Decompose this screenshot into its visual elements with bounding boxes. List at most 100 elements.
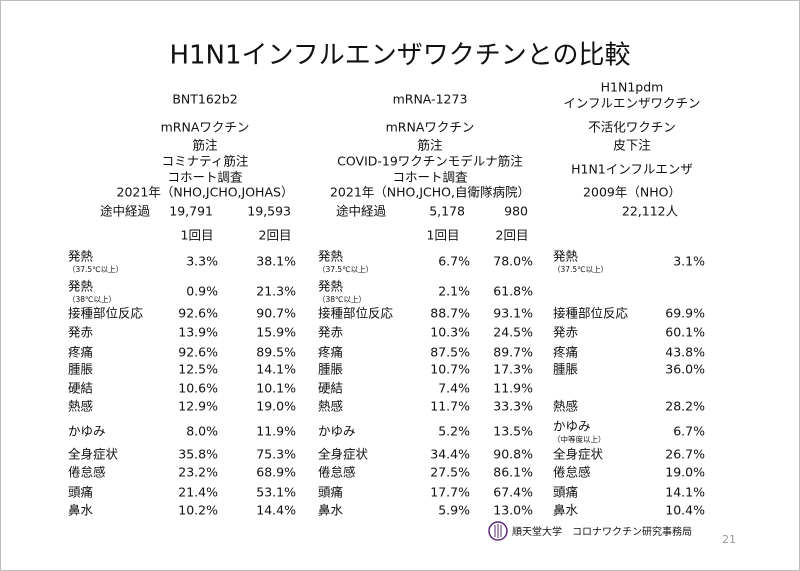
row-label: 接種部位反応 xyxy=(553,306,629,321)
column-header: 筋注 xyxy=(192,138,218,153)
row-value: 89.5% xyxy=(256,345,296,360)
row-value: 93.1% xyxy=(493,306,533,321)
row-value: 90.8% xyxy=(493,447,533,462)
row-value: 19.0% xyxy=(665,465,705,480)
row-value: 60.1% xyxy=(665,325,705,340)
dose-label: 1回目 xyxy=(181,228,214,243)
row-label: 頭痛 xyxy=(553,485,578,500)
row-value: 14.1% xyxy=(256,362,296,377)
row-value: 2.1% xyxy=(438,284,470,299)
row-note: （38℃以上） xyxy=(68,295,116,304)
row-value: 15.9% xyxy=(256,325,296,340)
row-label: 熱感 xyxy=(318,399,343,414)
row-value: 10.6% xyxy=(178,381,218,396)
row-label: 鼻水 xyxy=(68,503,94,518)
row-value: 7.4% xyxy=(438,381,470,396)
row-value: 26.7% xyxy=(665,447,705,462)
row-value: 28.2% xyxy=(665,399,705,414)
row-value: 0.9% xyxy=(186,284,218,299)
row-label: かゆみ xyxy=(318,424,356,439)
row-label: 熱感 xyxy=(553,399,578,414)
row-label: 全身症状 xyxy=(318,447,369,462)
row-value: 21.3% xyxy=(256,284,296,299)
row-value: 24.5% xyxy=(493,325,533,340)
row-label: 疼痛 xyxy=(68,345,93,360)
dose-label: 2回目 xyxy=(259,228,292,243)
row-value: 14.1% xyxy=(665,485,705,500)
row-label: 全身症状 xyxy=(68,447,119,462)
row-label: 発熱 xyxy=(318,279,344,294)
row-note: （37.5℃以上） xyxy=(553,265,608,274)
row-value: 12.9% xyxy=(178,399,218,414)
column-header: H1N1pdm xyxy=(601,80,664,95)
row-value: 10.3% xyxy=(430,325,470,340)
column-header: 2009年（NHO） xyxy=(583,185,681,200)
row-label: 発熱 xyxy=(68,249,94,264)
interim-label: 途中経過 xyxy=(336,204,387,219)
row-value: 11.9% xyxy=(493,381,533,396)
row-label: 発赤 xyxy=(553,325,578,340)
column-header: 2021年（NHO,JCHO,自衛隊病院） xyxy=(330,185,530,200)
row-value: 11.9% xyxy=(256,424,296,439)
row-value: 92.6% xyxy=(178,345,218,360)
row-note: （37.5℃以上） xyxy=(68,265,123,274)
row-value: 68.9% xyxy=(256,465,296,480)
row-note: （38℃以上） xyxy=(318,295,366,304)
row-value: 8.0% xyxy=(186,424,218,439)
row-value: 10.2% xyxy=(178,503,218,518)
row-label: 発熱 xyxy=(318,249,344,264)
row-value: 90.7% xyxy=(256,306,296,321)
row-value: 53.1% xyxy=(256,485,296,500)
column-header: BNT162b2 xyxy=(172,92,237,107)
row-label: かゆみ xyxy=(68,424,106,439)
column-header: mRNAワクチン xyxy=(161,120,250,135)
column-header: COVID-19ワクチンモデルナ筋注 xyxy=(337,154,523,169)
row-value: 43.8% xyxy=(665,345,705,360)
column-header: 2021年（NHO,JCHO,JOHAS） xyxy=(117,185,294,200)
interim-count: 19,593 xyxy=(247,204,291,219)
row-value: 13.5% xyxy=(493,424,533,439)
footer-org: 順天堂大学 コロナワクチン研究事務局 xyxy=(512,525,692,538)
row-label: 疼痛 xyxy=(318,345,343,360)
row-label: 頭痛 xyxy=(68,485,93,500)
row-value: 13.9% xyxy=(178,325,218,340)
row-value: 89.7% xyxy=(493,345,533,360)
row-label: 接種部位反応 xyxy=(318,306,394,321)
row-value: 11.7% xyxy=(430,399,470,414)
row-value: 10.7% xyxy=(430,362,470,377)
row-value: 12.5% xyxy=(178,362,218,377)
row-value: 38.1% xyxy=(256,254,296,269)
column-header: 不活化ワクチン xyxy=(588,120,676,135)
row-label: 倦怠感 xyxy=(318,465,356,480)
column-header: 筋注 xyxy=(417,138,443,153)
row-label: 頭痛 xyxy=(318,485,343,500)
dose-label: 1回目 xyxy=(427,228,460,243)
row-label: 発赤 xyxy=(318,325,343,340)
row-value: 10.1% xyxy=(256,381,296,396)
row-label: 硬結 xyxy=(318,381,343,396)
interim-count: 5,178 xyxy=(429,204,465,219)
row-value: 14.4% xyxy=(256,503,296,518)
row-label: 倦怠感 xyxy=(553,465,591,480)
row-value: 27.5% xyxy=(430,465,470,480)
page-number: 21 xyxy=(722,533,736,546)
interim-count: 22,112人 xyxy=(622,204,679,219)
row-value: 21.4% xyxy=(178,485,218,500)
column-header: インフルエンザワクチン xyxy=(563,96,700,111)
row-value: 5.2% xyxy=(438,424,470,439)
dose-label: 2回目 xyxy=(496,228,529,243)
row-value: 92.6% xyxy=(178,306,218,321)
column-header: コミナティ筋注 xyxy=(162,154,249,169)
interim-count: 980 xyxy=(504,204,528,219)
row-label: 鼻水 xyxy=(318,503,344,518)
row-value: 3.1% xyxy=(673,254,705,269)
row-note: （中等度以上） xyxy=(553,434,606,444)
row-value: 3.3% xyxy=(186,254,218,269)
row-value: 6.7% xyxy=(438,254,470,269)
column-header: コホート調査 xyxy=(392,170,468,185)
row-label: 発熱 xyxy=(68,279,94,294)
column-header: mRNA-1273 xyxy=(393,92,468,107)
row-value: 17.3% xyxy=(493,362,533,377)
